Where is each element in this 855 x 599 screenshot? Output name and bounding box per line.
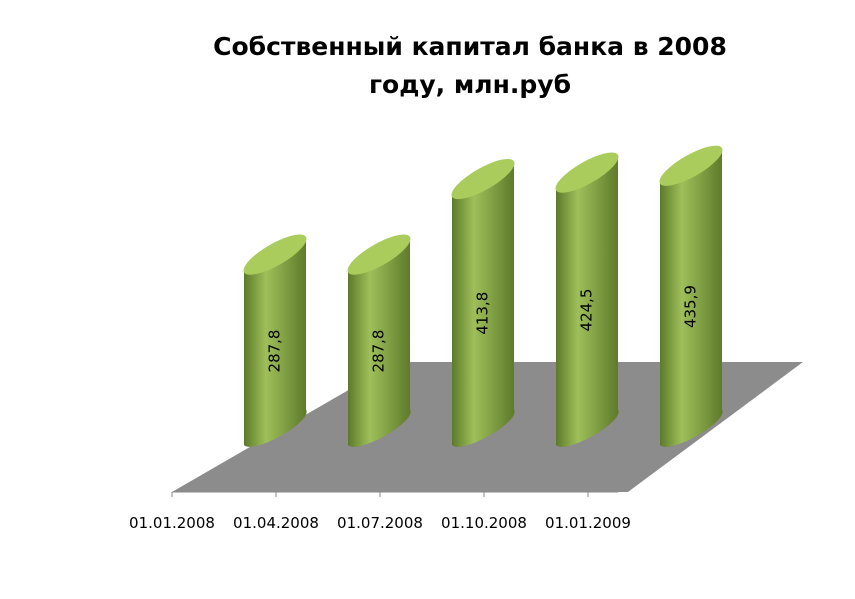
bar-top xyxy=(659,145,723,186)
bar: 435,9 xyxy=(659,145,723,447)
x-tick-label: 01.07.2008 xyxy=(337,514,423,532)
bar: 287,8 xyxy=(243,234,307,447)
bar-body xyxy=(556,154,619,447)
chart-title-line-2: году, млн.руб xyxy=(368,70,572,99)
x-tick-label: 01.01.2008 xyxy=(129,514,215,532)
bar-body xyxy=(348,236,411,447)
bar-top xyxy=(243,234,307,275)
bar-body xyxy=(452,161,515,447)
bar-value-label: 287,8 xyxy=(370,330,388,373)
x-tick-label: 01.01.2009 xyxy=(545,514,631,532)
chart-title: Собственный капитал банка в 2008 году, м… xyxy=(150,28,790,104)
bar: 424,5 xyxy=(555,152,619,447)
bar-value-label: 287,8 xyxy=(266,330,284,373)
bar-value-label: 435,9 xyxy=(682,285,700,328)
bar-top xyxy=(347,234,411,275)
category-labels: 01.01.2008 01.04.2008 01.07.2008 01.10.2008… xyxy=(129,514,631,532)
bar-top xyxy=(451,158,515,200)
x-tick-label: 01.04.2008 xyxy=(233,514,319,532)
x-axis xyxy=(171,491,618,497)
x-tick-label: 01.10.2008 xyxy=(441,514,527,532)
bar-value-label: 413,8 xyxy=(474,292,492,335)
bar-body xyxy=(660,148,723,447)
bars-group: 287,8 287,8 413,8 424,5 435,9 xyxy=(243,145,723,447)
bar: 413,8 xyxy=(451,158,515,447)
bar-top xyxy=(555,152,619,193)
bar-body xyxy=(244,236,307,447)
bar: 287,8 xyxy=(347,234,411,447)
bar-value-label: 424,5 xyxy=(578,289,596,332)
chart-title-line-1: Собственный капитал банка в 2008 xyxy=(213,32,727,61)
